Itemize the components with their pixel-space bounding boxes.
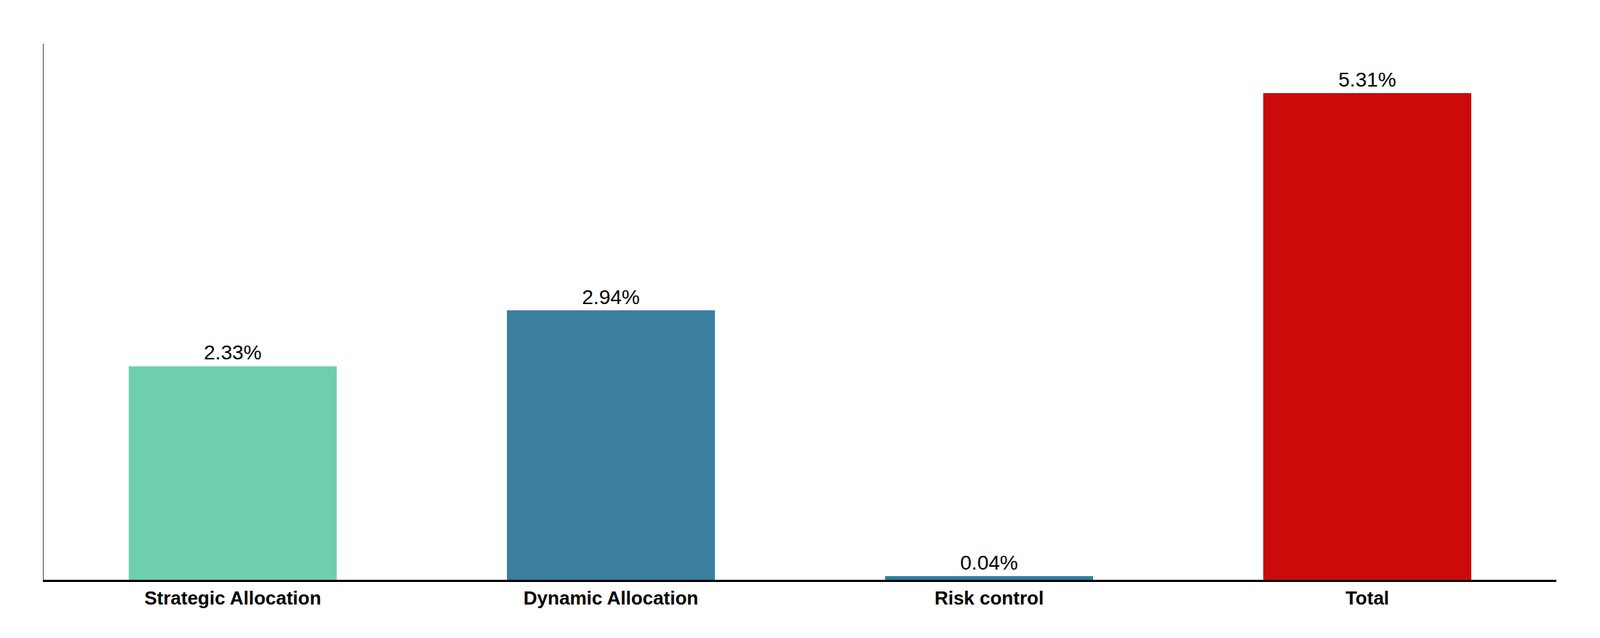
svg-text:5.31%: 5.31% bbox=[1338, 68, 1396, 91]
svg-text:2.33%: 2.33% bbox=[203, 341, 262, 364]
svg-text:2.94%: 2.94% bbox=[581, 285, 640, 309]
svg-text:0.04%: 0.04% bbox=[960, 551, 1018, 574]
svg-text:Total: Total bbox=[1345, 586, 1390, 609]
svg-text:Strategic Allocation: Strategic Allocation bbox=[144, 586, 321, 609]
svg-text:Dynamic Allocation: Dynamic Allocation bbox=[523, 586, 699, 609]
svg-text:Risk control: Risk control bbox=[934, 586, 1044, 609]
